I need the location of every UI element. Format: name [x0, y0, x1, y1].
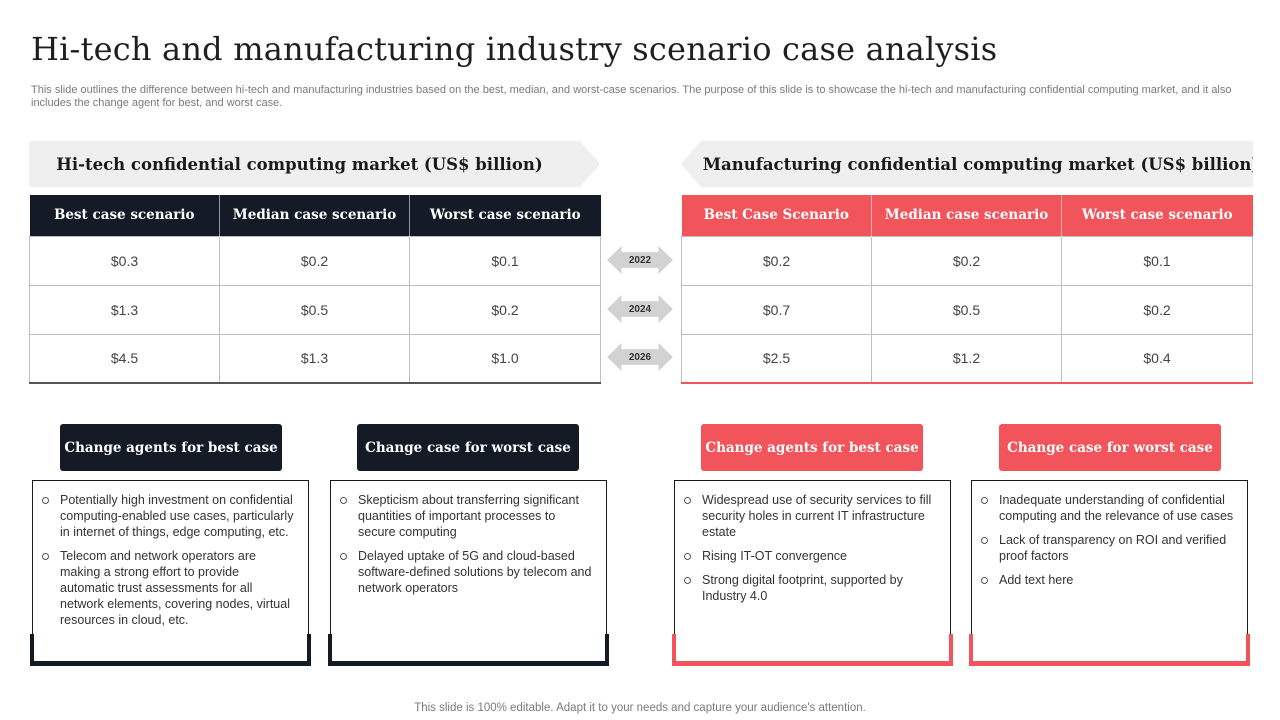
manufacturing-best-case-heading: Change agents for best case	[701, 424, 923, 471]
manufacturing-best-case-box: Widespread use of security services to f…	[672, 480, 953, 666]
table-cell: $0.2	[871, 235, 1062, 286]
heading-label: Change case for worst case	[365, 439, 571, 456]
page-subtitle: This slide outlines the difference betwe…	[31, 84, 1232, 109]
table-row: $4.5 $1.3 $1.0	[29, 333, 601, 384]
column-header: Best Case Scenario	[681, 195, 872, 236]
hitech-table: Best case scenario Median case scenario …	[29, 195, 601, 384]
bullet-list: Skepticism about transferring significan…	[340, 492, 594, 604]
table-cell: $0.1	[1061, 235, 1253, 286]
table-header-row: Best Case Scenario Median case scenario …	[681, 195, 1253, 236]
footer-note: This slide is 100% editable. Adapt it to…	[414, 702, 866, 714]
table-cell: $1.3	[29, 284, 220, 335]
hitech-best-case-heading: Change agents for best case	[60, 424, 282, 471]
list-item: Strong digital footprint, supported by I…	[684, 572, 938, 604]
list-item: Rising IT-OT convergence	[684, 548, 938, 564]
list-item: Widespread use of security services to f…	[684, 492, 938, 540]
year-label: 2024	[628, 303, 652, 315]
heading-label: Change agents for best case	[64, 439, 278, 456]
table-cell: $0.3	[29, 235, 220, 286]
box-accent-bracket	[969, 634, 1250, 666]
list-item: Add text here	[981, 572, 1235, 588]
table-row: $1.3 $0.5 $0.2	[29, 284, 601, 335]
table-cell: $4.5	[29, 333, 220, 384]
manufacturing-table: Best Case Scenario Median case scenario …	[681, 195, 1253, 384]
manufacturing-worst-case-box: Inadequate understanding of confidential…	[969, 480, 1250, 666]
box-accent-bracket	[30, 634, 311, 666]
table-row: $0.2 $0.2 $0.1	[681, 235, 1253, 286]
box-accent-bracket	[672, 634, 953, 666]
list-item: Inadequate understanding of confidential…	[981, 492, 1235, 524]
table-cell: $0.7	[681, 284, 872, 335]
list-item: Skepticism about transferring significan…	[340, 492, 594, 540]
hitech-banner: Hi-tech confidential computing market (U…	[29, 141, 600, 187]
hitech-worst-case-heading: Change case for worst case	[357, 424, 579, 471]
year-label: 2026	[628, 351, 652, 363]
table-cell: $1.3	[219, 333, 410, 384]
table-cell: $0.4	[1061, 333, 1253, 384]
column-header: Median case scenario	[871, 195, 1062, 236]
table-cell: $2.5	[681, 333, 872, 384]
hitech-worst-case-box: Skepticism about transferring significan…	[328, 480, 609, 666]
hitech-banner-label: Hi-tech confidential computing market (U…	[56, 154, 543, 174]
table-header-row: Best case scenario Median case scenario …	[29, 195, 601, 236]
year-arrow-2024: 2024	[607, 295, 673, 323]
year-arrow-2026: 2026	[607, 343, 673, 371]
manufacturing-banner: Manufacturing confidential computing mar…	[681, 141, 1253, 187]
table-cell: $0.2	[219, 235, 410, 286]
heading-label: Change agents for best case	[705, 439, 919, 456]
table-cell: $0.2	[681, 235, 872, 286]
bullet-list: Widespread use of security services to f…	[684, 492, 938, 612]
manufacturing-worst-case-heading: Change case for worst case	[999, 424, 1221, 471]
column-header: Worst case scenario	[1061, 195, 1253, 236]
list-item: Delayed uptake of 5G and cloud-based sof…	[340, 548, 594, 596]
heading-label: Change case for worst case	[1007, 439, 1213, 456]
list-item: Lack of transparency on ROI and verified…	[981, 532, 1235, 564]
table-cell: $1.0	[409, 333, 601, 384]
table-row: $0.3 $0.2 $0.1	[29, 235, 601, 286]
table-row: $2.5 $1.2 $0.4	[681, 333, 1253, 384]
table-cell: $0.2	[1061, 284, 1253, 335]
page-title: Hi-tech and manufacturing industry scena…	[31, 30, 998, 68]
year-arrow-2022: 2022	[607, 246, 673, 274]
table-row: $0.7 $0.5 $0.2	[681, 284, 1253, 335]
table-cell: $0.5	[871, 284, 1062, 335]
manufacturing-banner-label: Manufacturing confidential computing mar…	[702, 154, 1260, 174]
table-cell: $0.2	[409, 284, 601, 335]
column-header: Median case scenario	[219, 195, 410, 236]
table-cell: $0.1	[409, 235, 601, 286]
year-label: 2022	[628, 254, 652, 266]
column-header: Worst case scenario	[409, 195, 601, 236]
hitech-best-case-box: Potentially high investment on confident…	[30, 480, 311, 666]
table-cell: $0.5	[219, 284, 410, 335]
box-accent-bracket	[328, 634, 609, 666]
bullet-list: Potentially high investment on confident…	[42, 492, 296, 636]
bullet-list: Inadequate understanding of confidential…	[981, 492, 1235, 596]
list-item: Telecom and network operators are making…	[42, 548, 296, 628]
list-item: Potentially high investment on confident…	[42, 492, 296, 540]
column-header: Best case scenario	[29, 195, 220, 236]
table-cell: $1.2	[871, 333, 1062, 384]
